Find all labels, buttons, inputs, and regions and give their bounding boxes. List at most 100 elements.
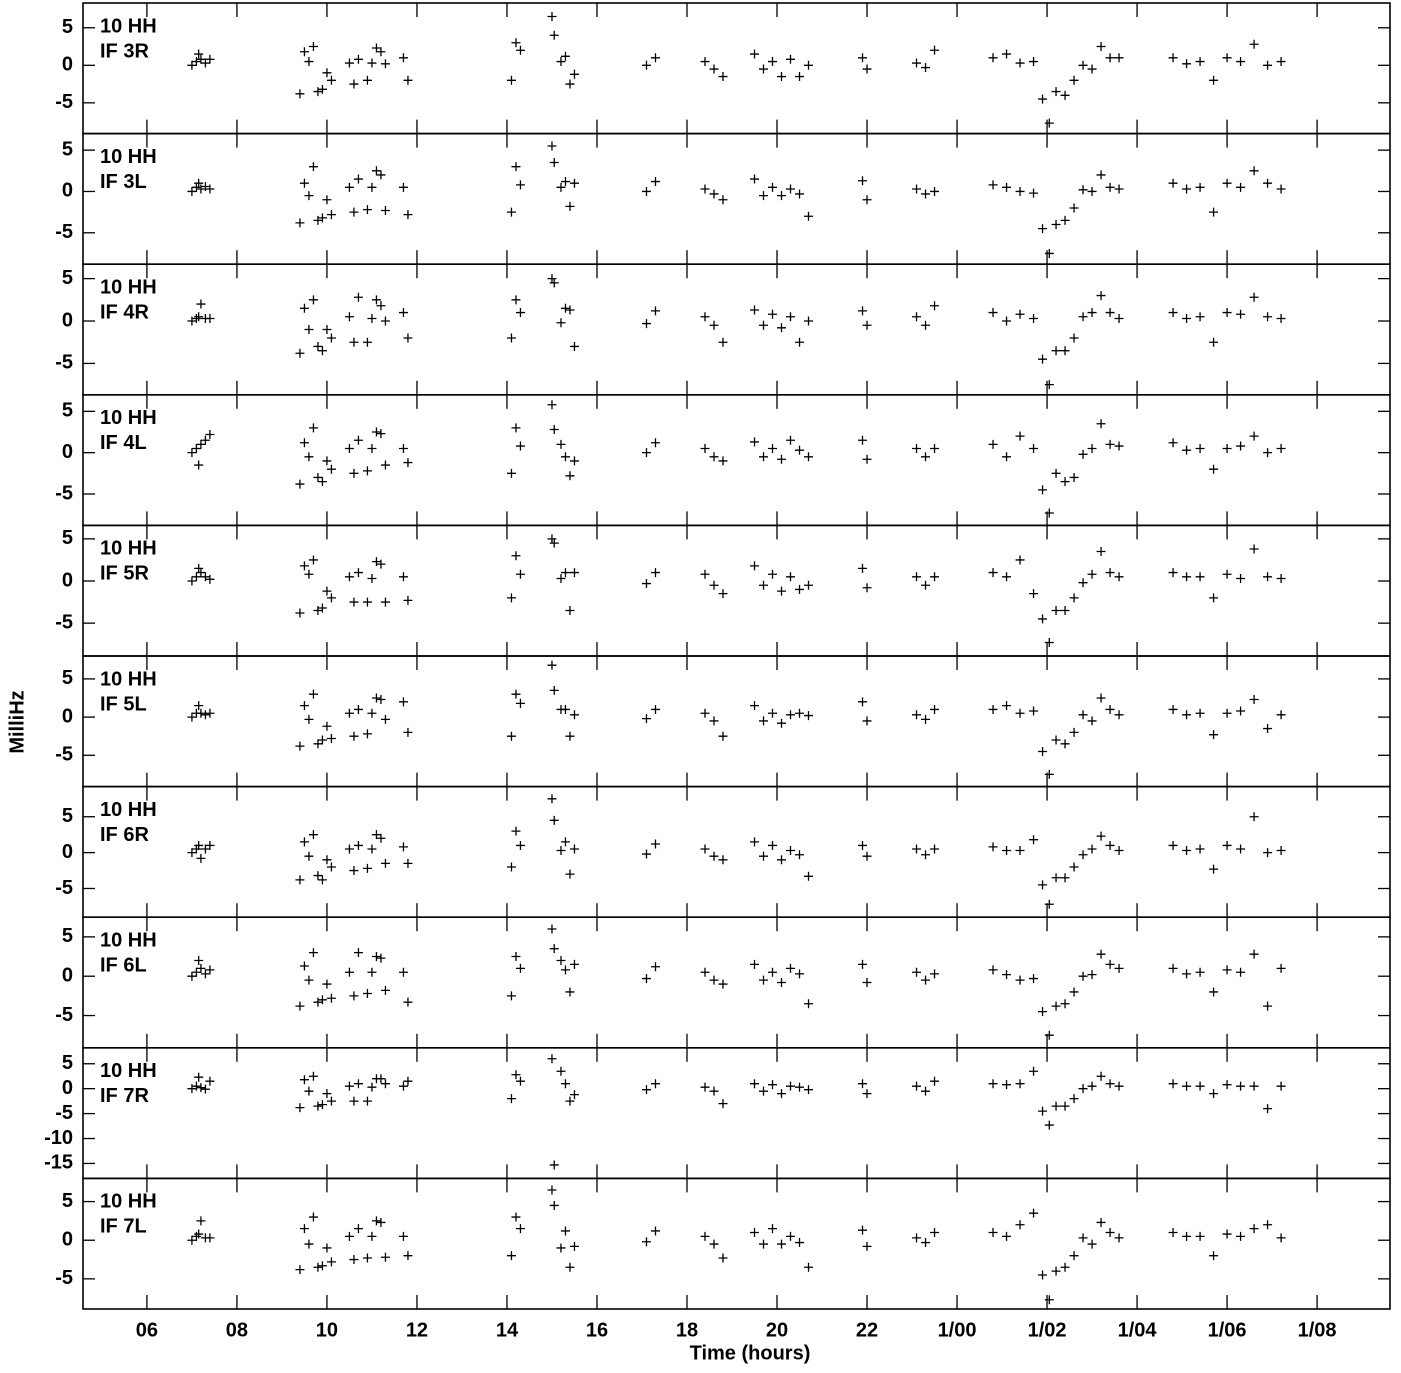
data-point (777, 191, 787, 201)
data-point (511, 689, 521, 699)
data-point (1060, 215, 1070, 225)
data-point (930, 969, 940, 979)
data-point (549, 278, 559, 288)
data-point (700, 967, 710, 977)
data-point (549, 425, 559, 435)
data-point (515, 1076, 525, 1086)
data-point (194, 178, 204, 188)
data-point (1105, 1227, 1115, 1237)
data-point (371, 295, 381, 305)
x-axis-label: Time (hours) (690, 1342, 811, 1364)
data-point (795, 850, 805, 860)
data-point (569, 178, 579, 188)
data-point (313, 1262, 323, 1272)
data-point (187, 60, 197, 70)
x-tick-label: 20 (766, 1319, 788, 1341)
data-point (367, 1231, 377, 1241)
data-point (1236, 309, 1246, 319)
data-point (921, 714, 931, 724)
data-point (403, 997, 413, 1007)
data-point (858, 435, 868, 445)
data-point (371, 1216, 381, 1226)
data-point (1051, 606, 1061, 616)
data-point (777, 72, 787, 82)
data-point (565, 201, 575, 211)
data-point (322, 1089, 332, 1099)
data-point (862, 320, 872, 330)
data-point (750, 49, 760, 59)
data-point (380, 1252, 390, 1262)
data-point (1222, 1080, 1232, 1090)
data-point (376, 170, 386, 180)
data-point (709, 580, 719, 590)
data-point (371, 427, 381, 437)
y-tick-label: 5 (62, 16, 73, 38)
data-point (349, 468, 359, 478)
panel-frame (82, 655, 1391, 788)
data-point (380, 597, 390, 607)
data-point (1209, 864, 1219, 874)
x-tick-label: 1/08 (1298, 1319, 1337, 1341)
data-point (344, 444, 354, 454)
data-point (560, 837, 570, 847)
data-point (205, 965, 215, 975)
data-point (308, 423, 318, 433)
data-point (403, 727, 413, 737)
data-point (1038, 1106, 1048, 1116)
data-point (515, 569, 525, 579)
data-point (380, 985, 390, 995)
y-tick-label: -5 (55, 352, 73, 374)
data-point (1096, 693, 1106, 703)
data-point (1078, 710, 1088, 720)
data-point (1168, 1079, 1178, 1089)
data-point (403, 210, 413, 220)
data-point (1263, 60, 1273, 70)
data-point (795, 969, 805, 979)
data-point (194, 701, 204, 711)
data-point (556, 1066, 566, 1076)
data-point (380, 460, 390, 470)
data-point (515, 180, 525, 190)
data-point (912, 1081, 922, 1091)
data-point (565, 1096, 575, 1106)
data-point (1236, 706, 1246, 716)
data-point (371, 830, 381, 840)
data-point (1263, 178, 1273, 188)
data-point (362, 729, 372, 739)
data-point (1044, 508, 1054, 518)
data-point (1015, 975, 1025, 985)
panel-frame (82, 263, 1391, 396)
x-tick-label: 16 (586, 1319, 608, 1341)
data-point (547, 1054, 557, 1064)
data-point (1002, 970, 1012, 980)
data-point (1195, 1231, 1205, 1241)
data-point (786, 1231, 796, 1241)
y-tick-label: 0 (62, 569, 73, 591)
data-point (326, 1257, 336, 1267)
data-point (367, 708, 377, 718)
y-tick-label: 5 (62, 138, 73, 160)
data-point (1276, 573, 1286, 583)
data-point (912, 184, 922, 194)
data-point (1105, 959, 1115, 969)
data-point (317, 603, 327, 613)
data-point (560, 704, 570, 714)
data-point (1060, 999, 1070, 1009)
data-point (1182, 710, 1192, 720)
y-tick-label: 5 (62, 1190, 73, 1212)
data-point (988, 308, 998, 318)
data-point (777, 1089, 787, 1099)
data-point (862, 583, 872, 593)
data-point (398, 182, 408, 192)
data-point (380, 858, 390, 868)
data-point (862, 1241, 872, 1251)
data-point (912, 444, 922, 454)
data-point (308, 295, 318, 305)
data-point (1276, 444, 1286, 454)
data-point (759, 975, 769, 985)
data-point (515, 1224, 525, 1234)
data-point (547, 274, 557, 284)
data-point (912, 572, 922, 582)
data-point (1105, 1079, 1115, 1089)
